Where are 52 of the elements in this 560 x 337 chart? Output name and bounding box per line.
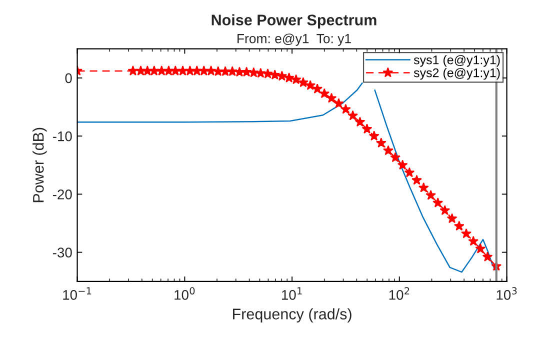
point: [290, 74, 302, 84]
point: [276, 70, 288, 81]
y-tick-label: -20: [52, 190, 72, 200]
point: [298, 77, 308, 88]
point: [440, 205, 450, 215]
point: [475, 243, 486, 254]
point: [312, 84, 323, 94]
point: [368, 130, 380, 141]
chart-title: Noise Power Spectrum: [212, 14, 376, 28]
point: [404, 167, 415, 178]
y-tick-label: -30: [52, 248, 72, 258]
point: [446, 213, 458, 224]
point: [148, 66, 160, 76]
x-tick-label: 10$^{3}$: [496, 287, 517, 300]
point: [334, 98, 344, 108]
point: [383, 145, 394, 156]
point: [418, 182, 429, 192]
point: [326, 92, 337, 103]
point: [128, 66, 138, 76]
point: [468, 236, 479, 246]
point: [220, 66, 230, 76]
point: [340, 104, 351, 114]
point: [397, 160, 408, 170]
x-tick-label: 10$^{2}$: [389, 287, 410, 300]
y-axis-title: Power (dB): [32, 128, 47, 202]
x-axis-title: Frequency (rad/s): [233, 308, 352, 322]
point: [454, 220, 464, 231]
point: [461, 228, 472, 238]
point: [376, 138, 386, 148]
point: [262, 68, 273, 78]
legend-label: sys1 (e@y1:y1): [414, 55, 500, 67]
x-tick-label: 10$^{0}$: [174, 287, 195, 300]
point: [206, 66, 216, 76]
chart-subtitle: From: e@y1 To: y1: [238, 34, 351, 46]
point: [432, 198, 444, 208]
point: [319, 88, 330, 98]
x-tick-label: 10$^{1}$: [282, 287, 302, 300]
point: [305, 80, 316, 90]
point: [390, 152, 401, 162]
point: [482, 252, 493, 262]
x-tick-label: 10$^{−1}$: [63, 287, 92, 300]
y-tick-label: 0: [65, 73, 72, 84]
point: [248, 67, 259, 78]
point: [362, 124, 372, 134]
point: [284, 72, 294, 82]
point: [426, 190, 436, 200]
point: [348, 110, 358, 120]
point: [270, 70, 280, 80]
point: [412, 174, 422, 185]
point: [354, 116, 366, 127]
y-tick-label: -10: [52, 131, 72, 142]
legend-label: sys2 (e@y1:y1): [414, 68, 500, 80]
